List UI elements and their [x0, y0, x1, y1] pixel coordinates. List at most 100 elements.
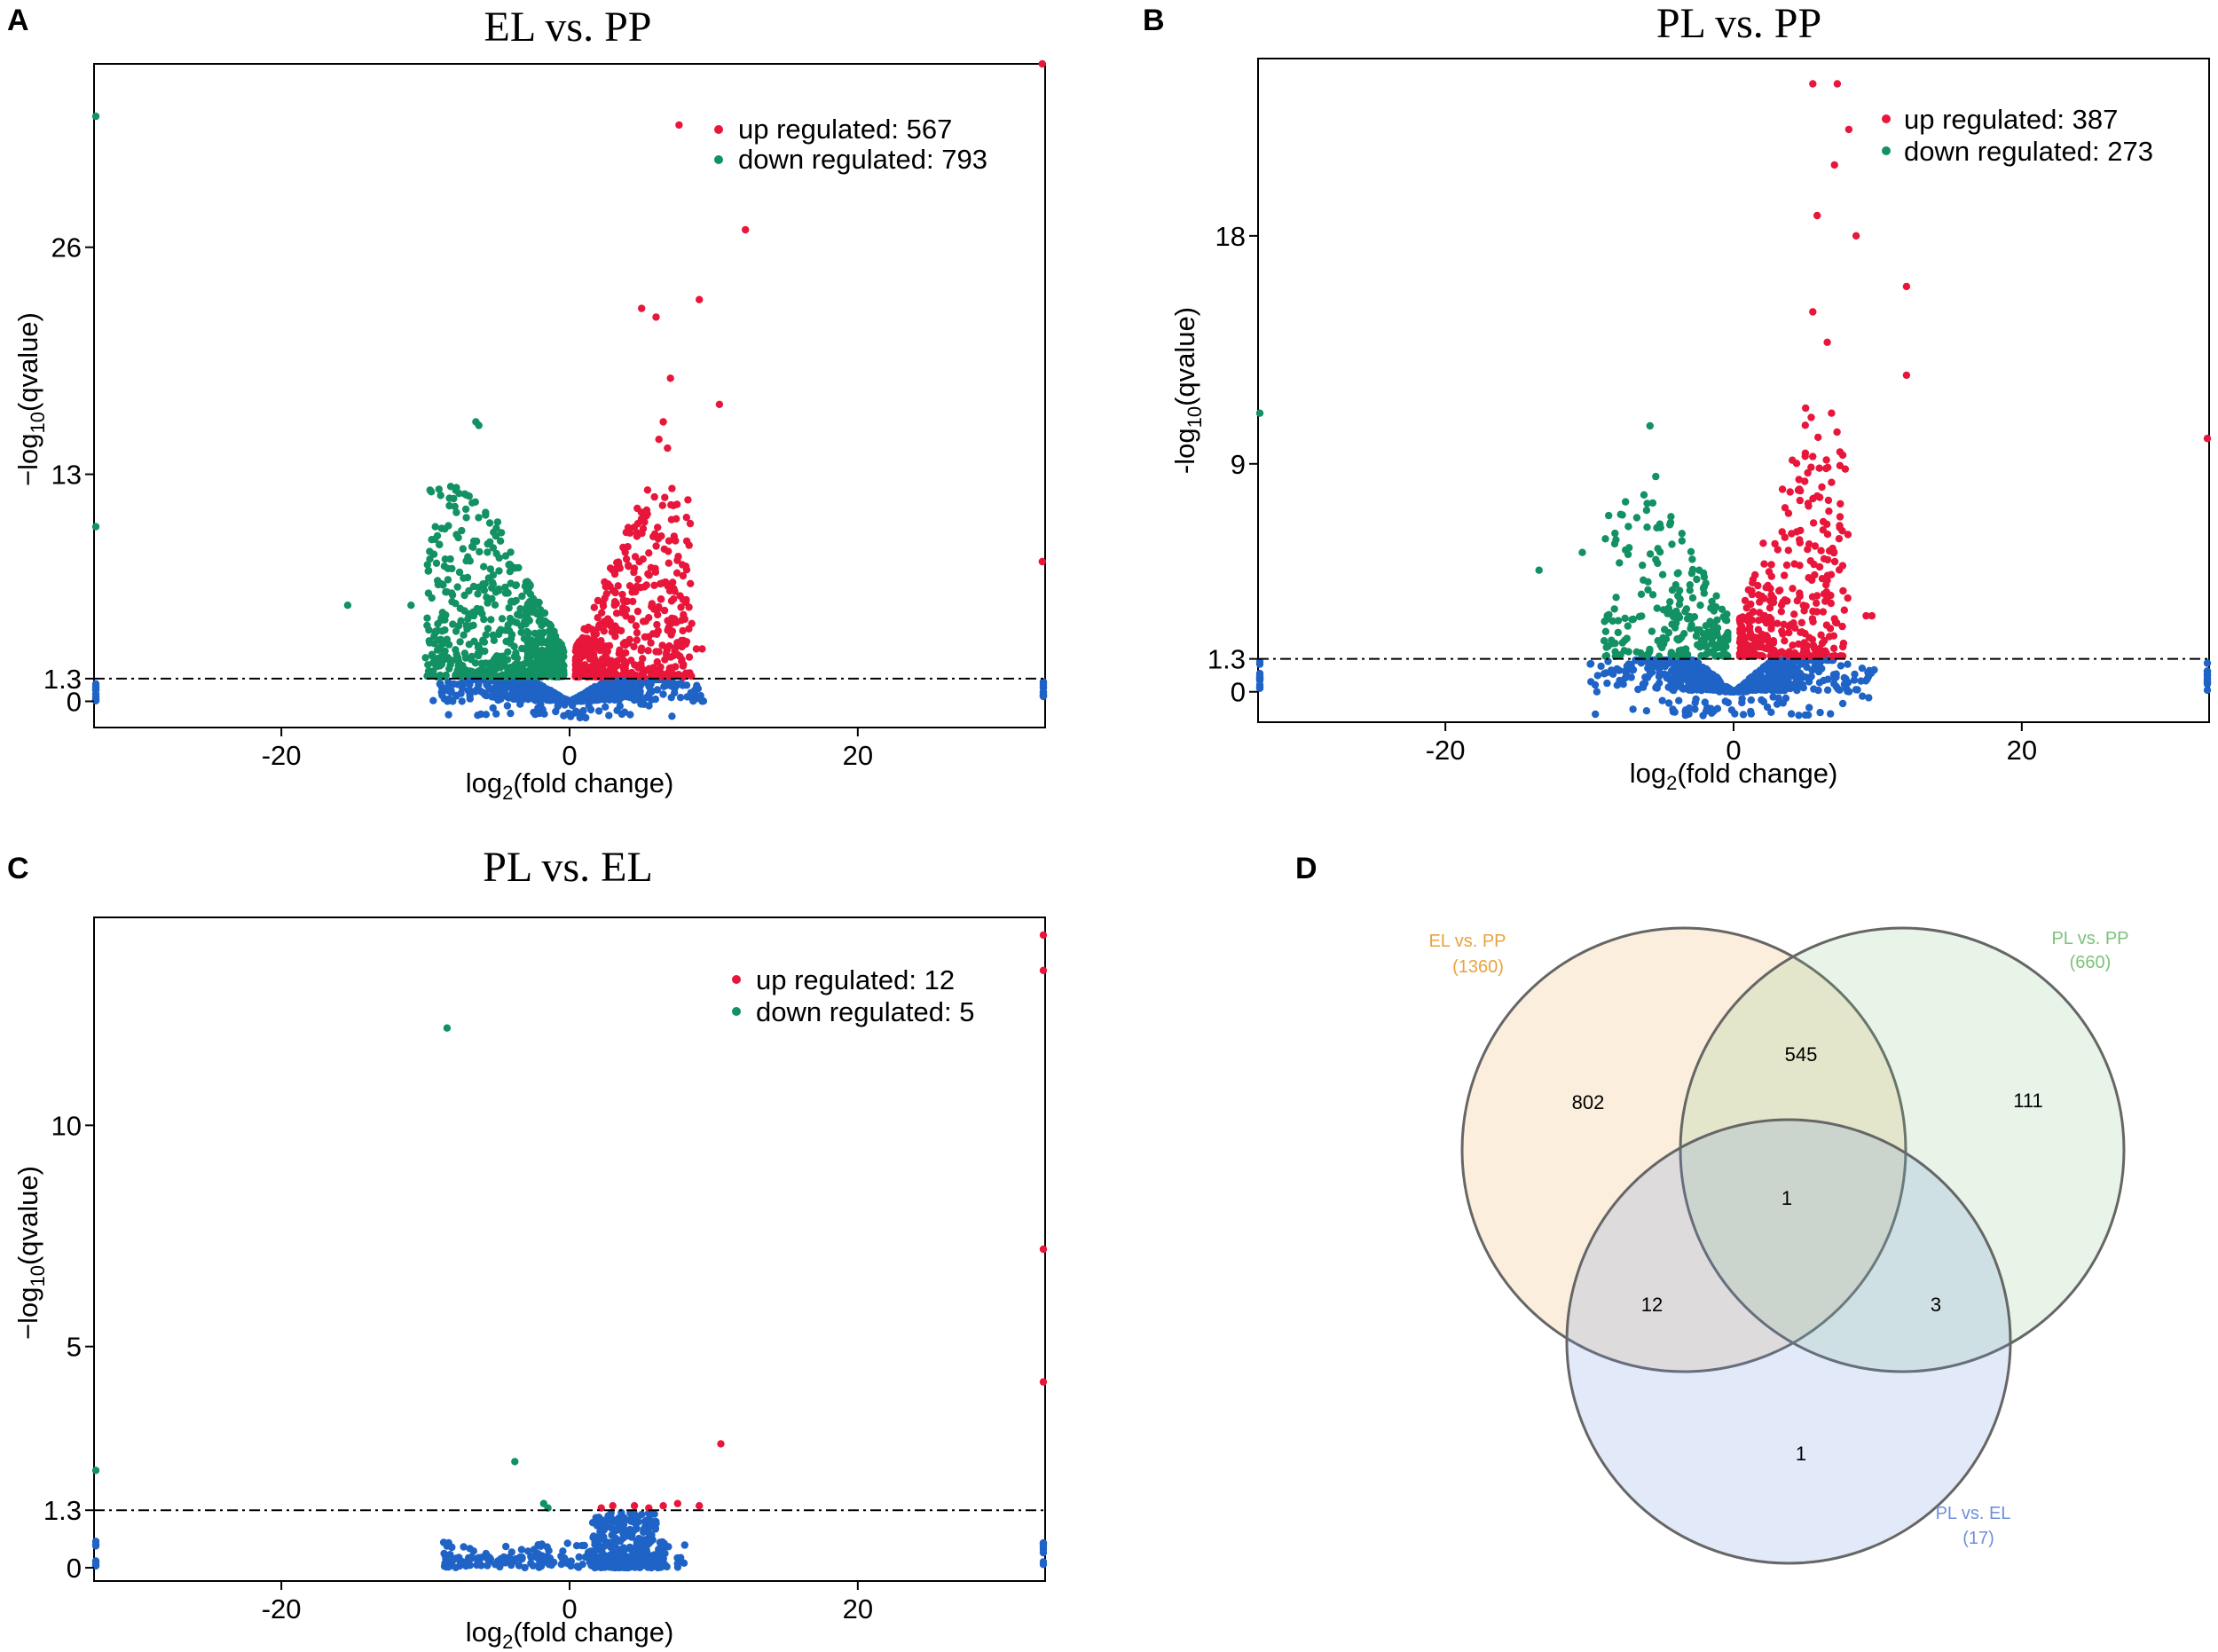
ns-point — [507, 709, 515, 718]
down-point — [444, 576, 452, 584]
ns-point — [1255, 680, 1264, 688]
up-point — [1747, 600, 1755, 609]
down-point — [465, 641, 473, 649]
down-point — [435, 485, 443, 493]
down-point — [529, 608, 537, 616]
up-point — [658, 641, 666, 649]
ns-point — [466, 1545, 474, 1553]
up-point — [668, 627, 677, 635]
ns-point — [591, 1538, 599, 1546]
panel-c-points — [91, 931, 1048, 1572]
up-point — [1737, 629, 1746, 637]
up-point — [647, 639, 655, 647]
down-point — [1656, 523, 1664, 531]
down-point — [484, 548, 492, 556]
ns-point — [602, 703, 610, 711]
panel-d: D EL vs. PP (1360) PL vs. PP (660) PL vs… — [1295, 852, 2129, 1565]
ns-point — [1669, 705, 1677, 713]
legend-down-marker — [732, 1007, 741, 1016]
down-point — [481, 579, 489, 588]
ns-point — [482, 711, 491, 719]
panel-a-x-label: log2(fold change) — [466, 767, 674, 804]
ns-point — [1795, 712, 1803, 720]
up-point — [1766, 604, 1774, 612]
ns-point — [645, 1553, 654, 1562]
up-point — [680, 610, 688, 619]
up-point — [652, 313, 660, 321]
up-point — [677, 603, 685, 611]
ns-point — [1780, 684, 1789, 693]
up-point — [687, 579, 695, 587]
up-point — [1790, 610, 1798, 618]
up-point — [1771, 539, 1779, 548]
down-point — [438, 627, 446, 635]
down-point — [1656, 548, 1664, 556]
down-point — [1713, 616, 1721, 624]
down-point — [461, 505, 470, 514]
up-point — [653, 630, 661, 638]
down-point — [444, 654, 452, 662]
legend-up-label: up regulated: 387 — [1904, 104, 2118, 135]
down-point — [1624, 523, 1632, 531]
up-point — [1789, 585, 1797, 593]
ns-point — [605, 696, 614, 704]
up-point — [679, 637, 687, 646]
down-point — [1666, 598, 1674, 606]
up-point — [1809, 519, 1818, 527]
venn-region-pl-pp-only: 111 — [2013, 1090, 2042, 1112]
ns-point — [1255, 657, 1264, 666]
up-point — [1818, 483, 1826, 492]
up-point — [653, 657, 661, 666]
up-point — [1755, 617, 1763, 625]
ns-point — [442, 1563, 451, 1571]
up-point — [591, 670, 599, 679]
ns-point — [677, 679, 686, 688]
ns-point — [1850, 676, 1859, 684]
down-point — [1646, 550, 1655, 558]
ns-point — [668, 712, 676, 720]
down-point — [1645, 649, 1653, 657]
ns-point — [1857, 677, 1865, 685]
up-point — [660, 606, 669, 615]
down-point — [484, 625, 492, 633]
up-point — [1806, 557, 1815, 565]
down-point — [1711, 641, 1719, 649]
up-point — [679, 626, 687, 635]
ns-point — [639, 696, 648, 704]
down-point — [538, 637, 546, 646]
venn-set-b-count: (660) — [2070, 953, 2112, 972]
up-point — [590, 630, 598, 638]
up-point — [1839, 586, 1847, 595]
down-point — [452, 484, 460, 492]
panel-a-points — [91, 59, 1048, 722]
down-point — [466, 557, 474, 565]
up-point — [1796, 589, 1804, 597]
ns-point — [1648, 668, 1656, 676]
down-point — [537, 629, 545, 638]
ns-point — [1761, 678, 1769, 687]
up-point — [698, 645, 706, 653]
ns-point — [1668, 674, 1676, 683]
ns-point — [540, 710, 548, 718]
ns-point — [1759, 665, 1767, 673]
down-point — [476, 605, 484, 613]
down-point — [1665, 608, 1674, 616]
ns-point — [1807, 673, 1815, 680]
y-tick-label: 0 — [1231, 677, 1246, 708]
down-point — [512, 651, 520, 660]
up-point — [644, 633, 653, 641]
down-point — [1644, 578, 1652, 586]
up-point — [1767, 561, 1775, 569]
legend-down-marker — [1882, 146, 1891, 155]
ns-point — [1851, 670, 1859, 679]
down-point — [453, 583, 461, 591]
down-point — [432, 559, 441, 567]
down-point — [506, 568, 514, 576]
down-point — [1671, 624, 1679, 632]
down-point — [1654, 559, 1662, 568]
down-point — [522, 607, 530, 615]
up-point — [1836, 523, 1844, 531]
ns-point — [586, 1547, 594, 1555]
down-point — [554, 651, 562, 659]
